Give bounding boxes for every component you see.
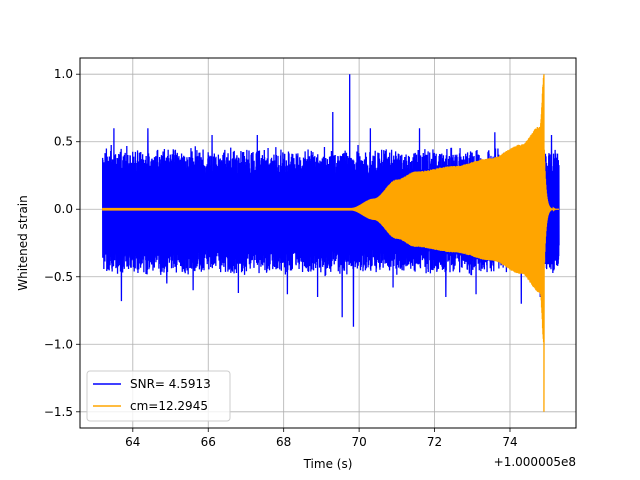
y-tick-label: −0.5 <box>44 270 73 284</box>
y-tick-label: −1.5 <box>44 405 73 419</box>
legend-box <box>86 370 231 422</box>
x-axis-ticks: 64 66 68 70 72 74 <box>125 428 518 449</box>
series-layer <box>101 74 560 412</box>
x-tick-label: 70 <box>351 435 366 449</box>
legend-label-snr: SNR= 4.5913 <box>130 377 211 391</box>
x-axis-label: Time (s) <box>303 457 353 471</box>
y-axis-label: Whitened strain <box>16 195 30 291</box>
y-axis-ticks: −1.5 −1.0 −0.5 0.0 0.5 1.0 <box>44 67 80 419</box>
y-tick-label: 0.5 <box>54 135 73 149</box>
x-tick-label: 74 <box>502 435 517 449</box>
y-tick-label: 1.0 <box>54 67 73 81</box>
axes-frame <box>79 57 577 429</box>
legend-label-cm: cm=12.2945 <box>130 399 208 413</box>
x-tick-label: 72 <box>427 435 442 449</box>
legend: SNR= 4.5913 cm=12.2945 <box>86 370 231 422</box>
y-tick-label: 0.0 <box>54 202 73 216</box>
series-line-cm <box>101 74 560 412</box>
x-tick-label: 64 <box>125 435 140 449</box>
x-offset-label: +1.000005e8 <box>494 455 576 469</box>
y-tick-label: −1.0 <box>44 337 73 351</box>
x-tick-label: 68 <box>276 435 291 449</box>
x-tick-label: 66 <box>201 435 216 449</box>
